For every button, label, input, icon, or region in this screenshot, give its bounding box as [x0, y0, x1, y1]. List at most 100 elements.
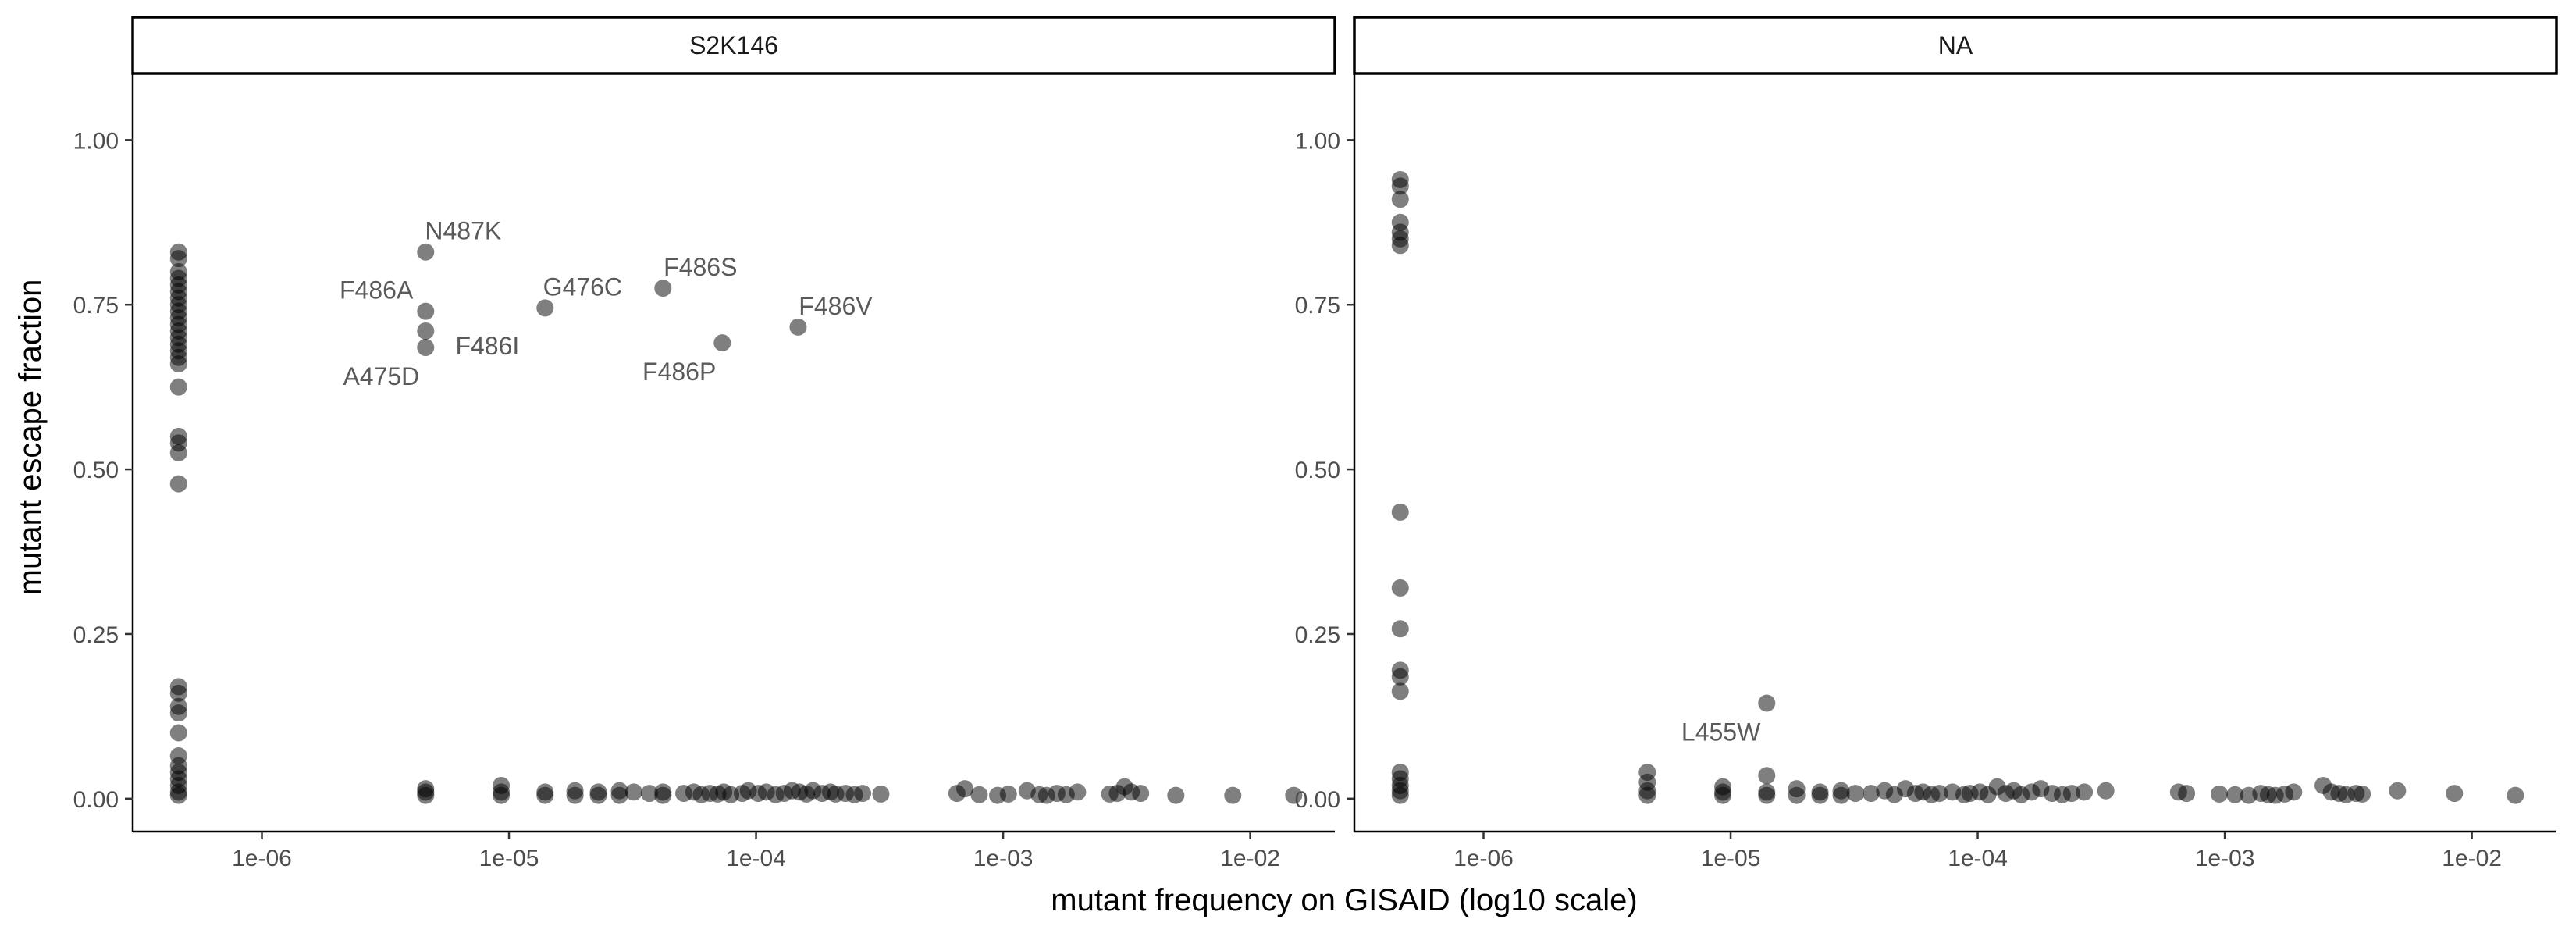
facet-strip-label: NA	[1938, 31, 1973, 59]
y-tick-label: 0.50	[73, 458, 119, 483]
y-tick-label: 0.25	[73, 622, 119, 648]
scatter-point	[1391, 191, 1409, 208]
scatter-point	[1391, 579, 1409, 597]
point-label: F486P	[642, 358, 716, 386]
scatter-points	[169, 243, 1303, 804]
point-label: F486I	[455, 332, 519, 360]
x-tick-label: 1e-02	[1220, 846, 1280, 871]
x-tick-label: 1e-04	[1948, 846, 2008, 871]
facet-panels: S2K146 1e-06 1e-05 1e-04 1e-03 1e-02 0.00 0.25 0…	[73, 16, 2558, 871]
scatter-point	[1788, 786, 1806, 804]
scatter-point	[1391, 177, 1409, 195]
scatter-point	[713, 334, 731, 352]
scatter-point	[169, 684, 187, 702]
scatter-point	[2389, 782, 2407, 800]
scatter-point	[417, 786, 435, 804]
scatter-point	[1167, 786, 1185, 804]
scatter-point	[417, 339, 435, 357]
scatter-point	[624, 783, 642, 801]
scatter-point	[1930, 785, 1948, 803]
scatter-point	[566, 786, 584, 804]
y-axis-title: mutant escape fraction	[13, 280, 48, 596]
scatter-point	[2076, 783, 2094, 801]
x-axis-title: mutant frequency on GISAID (log10 scale)	[1051, 883, 1637, 917]
scatter-point	[1391, 237, 1409, 255]
scatter-points	[1391, 170, 2524, 804]
scatter-point	[2285, 783, 2303, 801]
scatter-point	[1391, 786, 1409, 804]
scatter-point	[536, 786, 554, 804]
scatter-point	[2062, 785, 2080, 803]
scatter-point	[789, 318, 807, 336]
point-label: A475D	[343, 362, 419, 390]
scatter-point	[169, 378, 187, 396]
scatter-point	[640, 785, 658, 803]
facet-panel-2: NA 1e-06 1e-05 1e-04 1e-03 1e-02 0.00 0.25 0.50 0…	[1295, 16, 2558, 871]
scatter-point	[970, 786, 988, 803]
scatter-point	[1758, 786, 1776, 804]
x-tick-label: 1e-05	[1701, 846, 1761, 871]
scatter-point	[956, 780, 974, 798]
scatter-point	[589, 786, 607, 804]
y-tick-label: 0.75	[1295, 293, 1340, 319]
x-tick-label: 1e-04	[726, 846, 786, 871]
scatter-point	[1069, 783, 1087, 801]
scatter-point	[1758, 767, 1776, 785]
scatter-point	[169, 704, 187, 722]
point-label: L455W	[1681, 718, 1761, 746]
scatter-point	[1391, 682, 1409, 700]
scatter-point	[2178, 785, 2196, 803]
scatter-point	[169, 355, 187, 373]
point-label: F486V	[799, 292, 873, 320]
x-tick-label: 1e-02	[2442, 846, 2502, 871]
scatter-point	[1132, 785, 1150, 803]
point-label: F486A	[340, 276, 414, 305]
scatter-point	[169, 444, 187, 461]
scatter-point	[1391, 620, 1409, 638]
scatter-point	[1846, 785, 1864, 803]
scatter-point	[1862, 785, 1880, 803]
scatter-point	[1832, 786, 1850, 804]
scatter-point	[169, 475, 187, 493]
y-tick-label: 1.00	[73, 128, 119, 154]
scatter-point	[169, 786, 187, 804]
y-tick-label: 0.00	[1295, 787, 1340, 813]
point-label: N487K	[425, 217, 501, 245]
y-tick-label: 0.50	[1295, 458, 1340, 483]
scatter-point	[2097, 782, 2115, 800]
scatter-point	[1758, 694, 1776, 712]
scatter-point	[1811, 786, 1829, 804]
scatter-point	[2226, 786, 2244, 803]
x-tick-label: 1e-06	[232, 846, 292, 871]
point-label: F486S	[664, 253, 737, 281]
scatter-point	[169, 250, 187, 268]
scatter-point	[1391, 503, 1409, 521]
x-tick-label: 1e-03	[973, 846, 1034, 871]
facet-strip-label: S2K146	[689, 31, 778, 59]
scatter-point	[1285, 786, 1303, 804]
facet-panel-1: S2K146 1e-06 1e-05 1e-04 1e-03 1e-02 0.00 0.25 0…	[73, 16, 1336, 871]
scatter-point	[536, 299, 554, 317]
facet-strip	[1353, 16, 2558, 75]
scatter-point	[1224, 786, 1242, 804]
scatter-point	[872, 785, 890, 803]
y-tick-label: 0.75	[73, 293, 119, 319]
x-tick-label: 1e-06	[1453, 846, 1514, 871]
point-label: G476C	[543, 273, 622, 301]
scatter-point	[999, 785, 1017, 803]
y-tick-label: 1.00	[1295, 128, 1340, 154]
scatter-point	[2507, 786, 2524, 804]
scatter-point	[654, 280, 672, 297]
scatter-point	[417, 322, 435, 340]
facet-strip	[131, 16, 1336, 75]
y-tick-label: 0.00	[73, 787, 119, 813]
scatter-point	[610, 786, 628, 804]
scatter-point	[1638, 786, 1656, 804]
scatter-point	[417, 302, 435, 320]
scatter-point	[417, 243, 435, 261]
scatter-point	[493, 786, 511, 804]
x-tick-label: 1e-05	[479, 846, 539, 871]
scatter-point	[169, 724, 187, 742]
scatter-point	[2211, 785, 2229, 803]
